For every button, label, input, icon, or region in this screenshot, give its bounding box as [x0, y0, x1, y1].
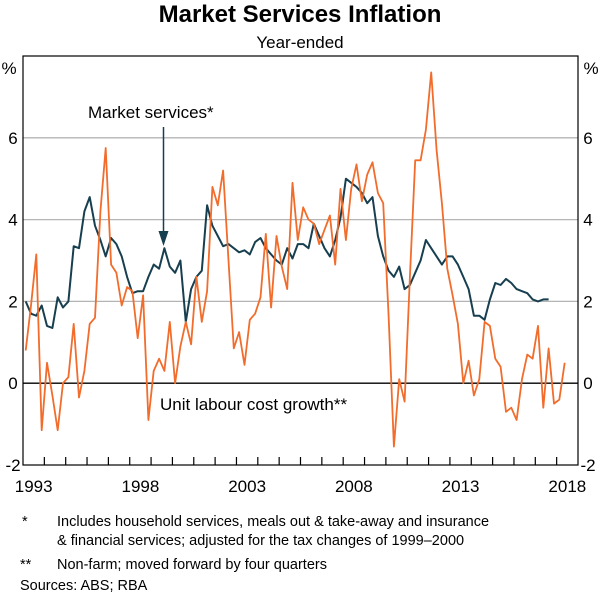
y-tick-label-right: 2 — [583, 292, 592, 311]
y-tick-label-left: 2 — [8, 292, 17, 311]
notes: * Includes household services, meals out… — [20, 514, 489, 594]
chart-subtitle: Year-ended — [256, 33, 343, 52]
x-tick-label: 2003 — [228, 477, 266, 496]
note-1-line-2: & financial services; adjusted for the t… — [57, 533, 464, 549]
series-lines — [24, 71, 566, 448]
x-tick-label: 2018 — [548, 477, 586, 496]
y-tick-label-left: 6 — [8, 129, 17, 148]
y-tick-label-right: 0 — [583, 374, 592, 393]
market-services-line — [24, 177, 549, 329]
y-tick-label-left: 4 — [8, 211, 17, 230]
y-unit-left: % — [1, 59, 16, 78]
y-tick-label-right: 4 — [583, 211, 592, 230]
annotation-arrow — [158, 127, 169, 246]
y-tick-label-right: 6 — [583, 129, 592, 148]
y-unit-right: % — [583, 59, 598, 78]
x-tick-label: 1993 — [15, 477, 53, 496]
sources: Sources: ABS; RBA — [20, 578, 148, 594]
series-label-unit-labour-cost: Unit labour cost growth** — [160, 395, 347, 414]
chart-title: Market Services Inflation — [159, 1, 442, 28]
x-tick-label: 2013 — [442, 477, 480, 496]
unit-labour-cost-line — [24, 71, 566, 448]
note-2-line-1: Non-farm; moved forward by four quarters — [57, 557, 327, 573]
y-axis-ticks: -2 -2 0 0 2 2 4 4 6 6 — [5, 129, 595, 475]
y-tick-label-right: -2 — [580, 456, 595, 475]
note-marker-1: * — [22, 514, 28, 530]
x-tick-label: 1998 — [121, 477, 159, 496]
y-tick-label-left: -2 — [5, 456, 20, 475]
plot-frame — [22, 55, 579, 466]
y-tick-label-left: 0 — [8, 374, 17, 393]
note-marker-2: ** — [20, 557, 32, 573]
series-label-market-services: Market services* — [88, 103, 214, 122]
x-axis-ticks: 1993 1998 2003 2008 2013 2018 — [15, 457, 586, 496]
note-1-line-1: Includes household services, meals out &… — [57, 514, 489, 530]
x-tick-label: 2008 — [335, 477, 373, 496]
